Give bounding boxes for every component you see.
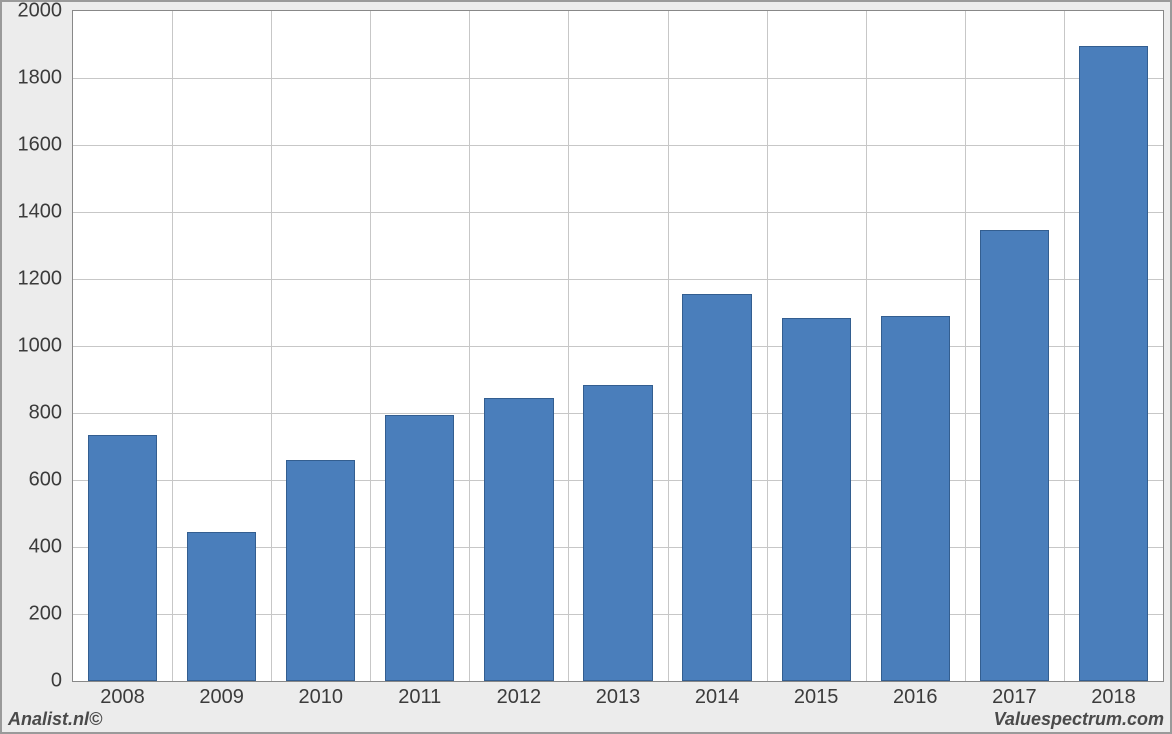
bar <box>881 316 950 681</box>
gridline-horizontal <box>73 145 1163 146</box>
gridline-vertical <box>172 11 173 681</box>
gridline-vertical <box>965 11 966 681</box>
bar <box>682 294 751 681</box>
y-tick-label: 200 <box>2 603 62 626</box>
gridline-vertical <box>469 11 470 681</box>
bar <box>1079 46 1148 681</box>
x-tick-label: 2011 <box>380 686 460 709</box>
bar <box>583 385 652 681</box>
bar <box>980 230 1049 681</box>
plot-area <box>72 10 1164 682</box>
x-tick-label: 2016 <box>875 686 955 709</box>
credit-left: Analist.nl© <box>8 709 102 730</box>
y-tick-label: 2000 <box>2 0 62 23</box>
y-tick-label: 1200 <box>2 268 62 291</box>
x-tick-label: 2015 <box>776 686 856 709</box>
gridline-vertical <box>271 11 272 681</box>
x-tick-label: 2014 <box>677 686 757 709</box>
y-tick-label: 1800 <box>2 67 62 90</box>
bar <box>187 532 256 681</box>
gridline-vertical <box>568 11 569 681</box>
gridline-vertical <box>866 11 867 681</box>
gridline-horizontal <box>73 212 1163 213</box>
chart-outer-frame: 0 200 400 600 800 1000 1200 1400 1600 1800 2000 20… <box>0 0 1172 734</box>
x-tick-label: 2013 <box>578 686 658 709</box>
x-tick-label: 2018 <box>1073 686 1153 709</box>
y-tick-label: 0 <box>2 670 62 693</box>
y-tick-label: 400 <box>2 536 62 559</box>
gridline-vertical <box>1064 11 1065 681</box>
y-tick-label: 1600 <box>2 134 62 157</box>
x-tick-label: 2012 <box>479 686 559 709</box>
bar <box>88 435 157 681</box>
credit-right: Valuespectrum.com <box>994 709 1164 730</box>
y-tick-label: 1000 <box>2 335 62 358</box>
x-tick-label: 2010 <box>281 686 361 709</box>
bar <box>484 398 553 681</box>
bar <box>385 415 454 681</box>
gridline-vertical <box>668 11 669 681</box>
gridline-vertical <box>370 11 371 681</box>
gridline-vertical <box>767 11 768 681</box>
bar <box>782 318 851 681</box>
x-tick-label: 2008 <box>83 686 163 709</box>
y-tick-label: 1400 <box>2 201 62 224</box>
gridline-horizontal <box>73 78 1163 79</box>
y-tick-label: 800 <box>2 402 62 425</box>
y-tick-label: 600 <box>2 469 62 492</box>
bar <box>286 460 355 681</box>
x-tick-label: 2017 <box>974 686 1054 709</box>
x-tick-label: 2009 <box>182 686 262 709</box>
